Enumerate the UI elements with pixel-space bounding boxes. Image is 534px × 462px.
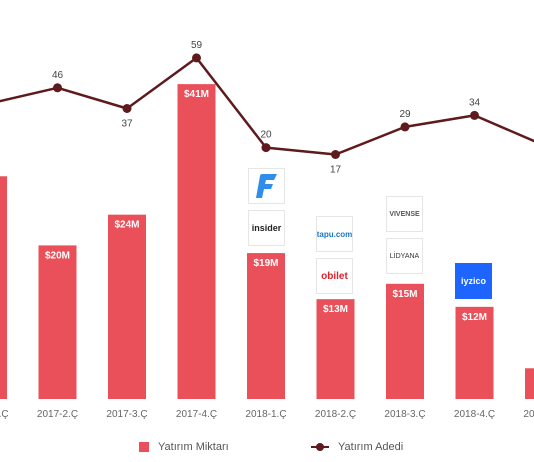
bar-value-label-2: $20M bbox=[45, 250, 70, 261]
chart-legend: Yatırım Miktarı Yatırım Adedi bbox=[0, 441, 534, 459]
x-tick-label-8: 2018-4.Ç bbox=[454, 409, 495, 420]
x-tick-label-5: 2018-1.Ç bbox=[245, 409, 286, 420]
tapu-logo-text: tapu.com bbox=[316, 229, 353, 239]
vivense-logo-icon: VIVENSE bbox=[386, 196, 423, 232]
x-tick-label-7: 2018-3.Ç bbox=[384, 409, 425, 420]
bar-2 bbox=[38, 245, 77, 399]
bar-1 bbox=[0, 176, 7, 399]
lidyana-logo-icon: LİDYANA bbox=[386, 238, 423, 274]
count-value-label-7: 29 bbox=[399, 109, 411, 120]
count-point-3 bbox=[122, 104, 132, 113]
count-point-5 bbox=[261, 143, 271, 153]
count-value-label-2: 46 bbox=[52, 70, 64, 81]
x-tick-label-1: 2017-1.Ç bbox=[0, 409, 9, 420]
count-value-label-4: 59 bbox=[191, 40, 203, 51]
iyzico-logo-text: iyzico bbox=[460, 276, 486, 286]
bar-value-label-3: $24M bbox=[114, 220, 139, 231]
f-logo-mark bbox=[255, 174, 277, 198]
x-tick-label-6: 2018-2.Ç bbox=[315, 409, 356, 420]
insider-logo-text: insider bbox=[251, 223, 282, 233]
x-tick-label-3: 2017-3.Ç bbox=[106, 409, 147, 420]
obilet-logo-text: obilet bbox=[321, 270, 348, 282]
bar-4 bbox=[177, 84, 216, 400]
vivense-logo-text: VIVENSE bbox=[389, 210, 420, 218]
legend-count-label: Yatırım Adedi bbox=[338, 441, 404, 453]
legend-amount-swatch-icon bbox=[139, 442, 149, 452]
bar-value-label-4: $41M bbox=[184, 89, 209, 100]
bar-6 bbox=[316, 299, 355, 399]
bar-value-label-8: $12M bbox=[462, 312, 487, 323]
count-value-label-3: 37 bbox=[121, 119, 133, 130]
legend-amount-label: Yatırım Miktarı bbox=[158, 441, 229, 453]
count-point-6 bbox=[331, 150, 340, 159]
insider-logo-icon: insider bbox=[248, 210, 285, 246]
lidyana-logo-text: LİDYANA bbox=[389, 252, 420, 260]
investment-chart: 2017-1.Ç$20M2017-2.Ç$24M2017-3.Ç$41M2017… bbox=[0, 40, 534, 420]
f-logo-icon bbox=[248, 168, 285, 204]
count-point-8 bbox=[470, 110, 479, 120]
x-tick-label-9: 2019-1.Ç bbox=[523, 409, 534, 420]
count-value-label-6: 17 bbox=[330, 165, 342, 176]
legend-count-marker-icon bbox=[311, 443, 329, 451]
count-point-2 bbox=[53, 83, 62, 93]
count-value-label-8: 34 bbox=[469, 97, 481, 108]
x-tick-label-2: 2017-2.Ç bbox=[37, 409, 78, 420]
bar-5 bbox=[247, 253, 285, 399]
bar-value-label-6: $13M bbox=[323, 304, 348, 315]
bar-8 bbox=[455, 306, 494, 399]
iyzico-logo-icon: iyzico bbox=[455, 263, 492, 299]
obilet-logo-icon: obilet bbox=[316, 258, 353, 294]
bar-9 bbox=[525, 368, 534, 399]
bar-7 bbox=[386, 283, 424, 399]
bar-value-label-7: $15M bbox=[392, 289, 417, 300]
bar-3 bbox=[108, 214, 146, 399]
tapu-logo-icon: tapu.com bbox=[316, 216, 353, 252]
count-point-7 bbox=[400, 122, 410, 132]
legend-item-count[interactable]: Yatırım Adedi bbox=[311, 441, 403, 453]
count-value-label-5: 20 bbox=[260, 130, 272, 141]
legend-item-amount[interactable]: Yatırım Miktarı bbox=[139, 441, 229, 453]
count-point-4 bbox=[192, 53, 201, 63]
bar-value-label-5: $19M bbox=[253, 258, 278, 269]
x-tick-label-4: 2017-4.Ç bbox=[176, 409, 217, 420]
